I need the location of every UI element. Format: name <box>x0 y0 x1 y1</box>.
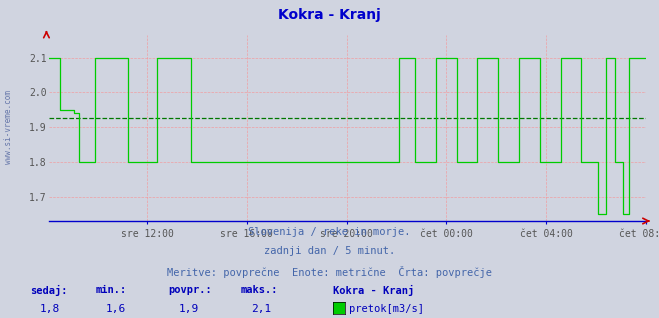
Text: povpr.:: povpr.: <box>168 285 212 294</box>
Text: 1,6: 1,6 <box>106 304 126 314</box>
Text: Kokra - Kranj: Kokra - Kranj <box>278 8 381 22</box>
Text: 1,9: 1,9 <box>179 304 198 314</box>
Text: maks.:: maks.: <box>241 285 278 294</box>
Text: min.:: min.: <box>96 285 127 294</box>
Text: 2,1: 2,1 <box>251 304 271 314</box>
Text: www.si-vreme.com: www.si-vreme.com <box>4 90 13 164</box>
Text: sedaj:: sedaj: <box>30 285 67 296</box>
Text: Kokra - Kranj: Kokra - Kranj <box>333 285 414 296</box>
Text: 1,8: 1,8 <box>40 304 60 314</box>
Text: zadnji dan / 5 minut.: zadnji dan / 5 minut. <box>264 246 395 256</box>
Text: Slovenija / reke in morje.: Slovenija / reke in morje. <box>248 227 411 237</box>
Text: Meritve: povprečne  Enote: metrične  Črta: povprečje: Meritve: povprečne Enote: metrične Črta:… <box>167 266 492 278</box>
Text: pretok[m3/s]: pretok[m3/s] <box>349 304 424 314</box>
